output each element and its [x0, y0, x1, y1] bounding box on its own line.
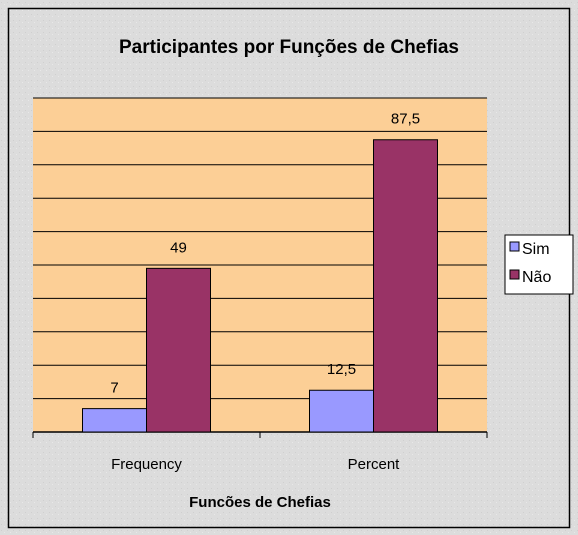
bar	[373, 139, 438, 433]
legend-swatch	[509, 241, 520, 252]
value-label: 49	[170, 239, 187, 256]
bar	[309, 389, 374, 433]
bar	[82, 408, 147, 433]
x-tick-label: Frequency	[111, 456, 182, 473]
value-label: 7	[110, 380, 118, 397]
value-label: 12,5	[327, 361, 356, 378]
legend	[504, 234, 574, 295]
bar	[146, 267, 211, 433]
value-label: 87,5	[391, 111, 420, 128]
legend-swatch	[509, 269, 520, 280]
x-tick-label: Percent	[348, 456, 401, 473]
chart-title: Participantes por Funções de Chefias	[119, 37, 459, 58]
legend-label: Sim	[522, 241, 550, 258]
x-axis-title: Funcões de Chefias	[189, 494, 331, 511]
legend-label: Não	[522, 269, 551, 286]
